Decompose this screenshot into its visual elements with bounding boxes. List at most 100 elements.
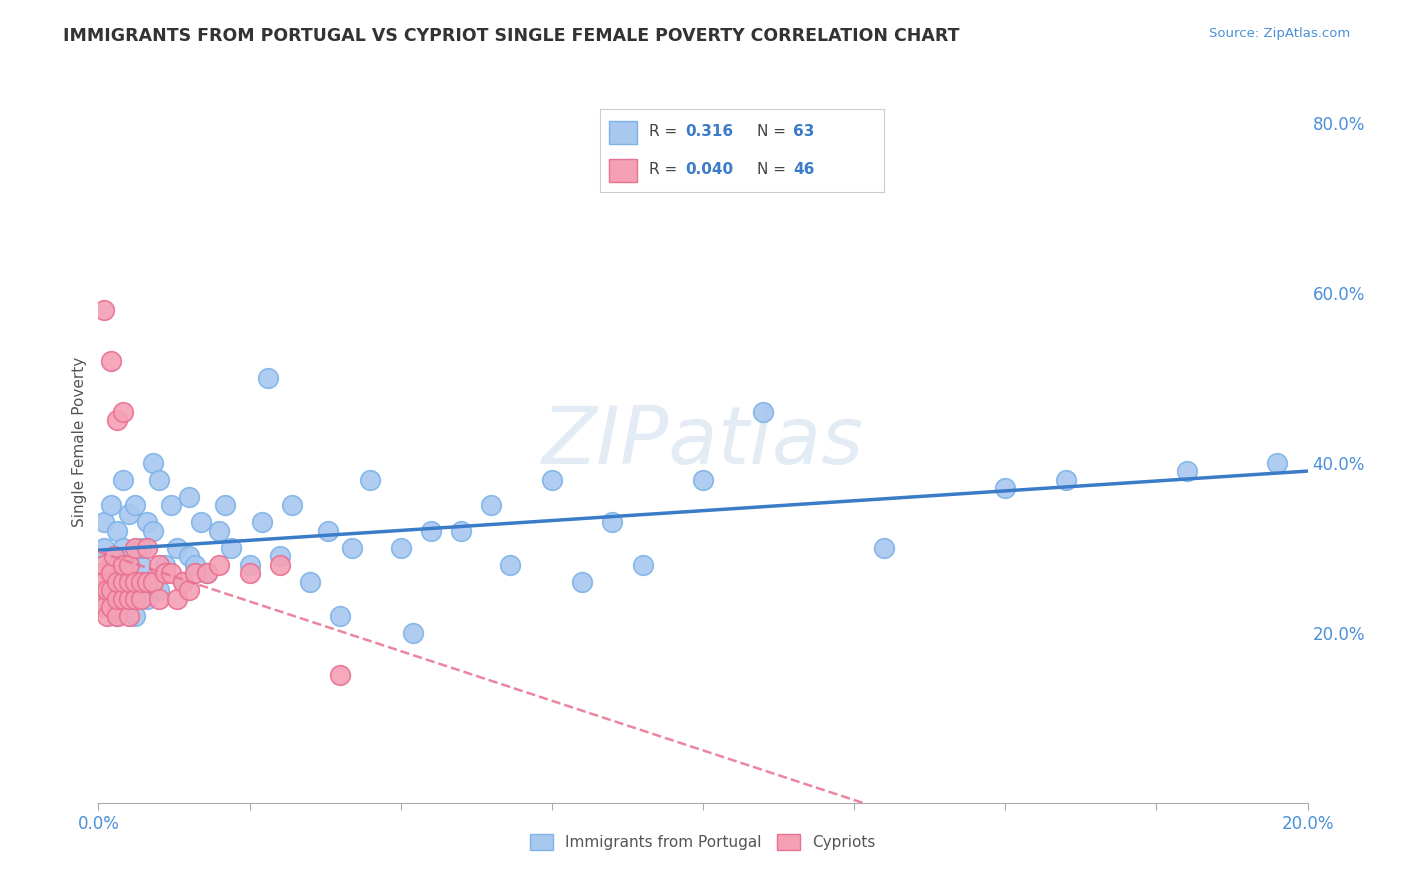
Point [111, 541, 134, 555]
Point [994, 481, 1017, 495]
Point [135, 574, 157, 589]
Point [93, 558, 115, 572]
Point [93, 516, 115, 530]
Point [160, 498, 183, 512]
Point [184, 566, 207, 581]
Point [142, 574, 165, 589]
Point [129, 541, 152, 555]
Point [221, 541, 243, 555]
Point [111, 473, 134, 487]
Point [360, 473, 382, 487]
Point [402, 625, 425, 640]
Point [100, 498, 122, 512]
Text: IMMIGRANTS FROM PORTUGAL VS CYPRIOT SINGLE FEMALE POVERTY CORRELATION CHART: IMMIGRANTS FROM PORTUGAL VS CYPRIOT SING… [63, 27, 960, 45]
Point [111, 405, 134, 419]
Point [153, 558, 176, 572]
Point [540, 473, 562, 487]
Point [166, 591, 188, 606]
Point [420, 524, 443, 538]
Point [148, 591, 170, 606]
Point [148, 558, 170, 572]
Point [135, 516, 157, 530]
Point [105, 583, 128, 598]
Point [105, 608, 128, 623]
Point [100, 583, 122, 598]
Point [129, 574, 152, 589]
Point [103, 549, 125, 564]
Point [239, 566, 262, 581]
Point [256, 371, 278, 385]
Point [602, 516, 624, 530]
Point [142, 456, 165, 470]
Point [96, 583, 118, 598]
Point [281, 498, 304, 512]
Point [179, 490, 201, 504]
Point [100, 558, 122, 572]
Point [124, 591, 146, 606]
Point [135, 541, 157, 555]
Point [195, 566, 218, 581]
Point [118, 549, 141, 564]
Point [124, 541, 146, 555]
Point [129, 591, 152, 606]
Point [93, 302, 115, 317]
Point [299, 574, 322, 589]
Text: Source: ZipAtlas.com: Source: ZipAtlas.com [1209, 27, 1350, 40]
Point [692, 473, 714, 487]
Point [1175, 464, 1198, 478]
Point [571, 574, 593, 589]
Point [239, 558, 262, 572]
Point [118, 608, 141, 623]
Point [93, 574, 115, 589]
Point [118, 591, 141, 606]
Point [118, 574, 141, 589]
Point [118, 507, 141, 521]
Point [124, 608, 146, 623]
Point [118, 558, 141, 572]
Point [160, 566, 183, 581]
Point [214, 498, 236, 512]
Point [100, 353, 122, 368]
Point [342, 541, 364, 555]
Point [498, 558, 520, 572]
Point [250, 516, 273, 530]
Point [135, 591, 157, 606]
Point [93, 541, 115, 555]
Point [450, 524, 472, 538]
Point [153, 566, 176, 581]
Point [269, 549, 291, 564]
Point [208, 524, 231, 538]
Point [124, 498, 146, 512]
Point [100, 600, 122, 615]
Point [105, 524, 128, 538]
Point [190, 516, 212, 530]
Point [752, 405, 775, 419]
Point [166, 541, 188, 555]
Point [195, 566, 218, 581]
Text: ZIPatlas: ZIPatlas [541, 402, 865, 481]
Legend: Immigrants from Portugal, Cypriots: Immigrants from Portugal, Cypriots [524, 829, 882, 856]
Point [142, 524, 165, 538]
Point [389, 541, 412, 555]
Point [184, 558, 207, 572]
Point [873, 541, 896, 555]
Point [148, 583, 170, 598]
Point [111, 558, 134, 572]
Point [129, 558, 152, 572]
Point [124, 574, 146, 589]
Point [172, 574, 194, 589]
Point [105, 413, 128, 427]
Point [105, 608, 128, 623]
Point [93, 600, 115, 615]
Point [93, 566, 115, 581]
Point [269, 558, 291, 572]
Point [1267, 456, 1289, 470]
Point [1054, 473, 1077, 487]
Point [179, 583, 201, 598]
Point [105, 591, 128, 606]
Point [631, 558, 654, 572]
Point [329, 668, 352, 682]
Point [96, 608, 118, 623]
Point [179, 549, 201, 564]
Point [111, 591, 134, 606]
